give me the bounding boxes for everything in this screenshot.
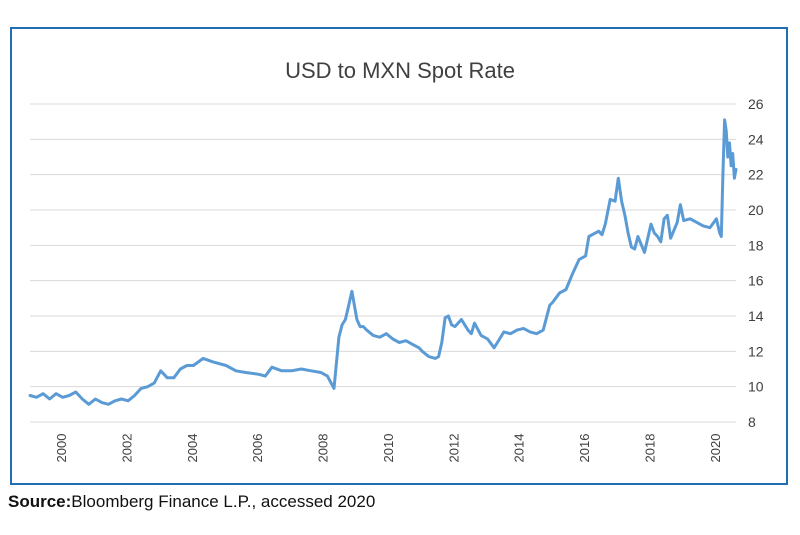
- x-tick-label: 2018: [642, 434, 657, 463]
- x-tick-label: 2014: [512, 434, 527, 463]
- y-tick-label: 10: [748, 379, 764, 395]
- x-tick-label: 2006: [250, 434, 265, 463]
- x-tick-label: 2012: [446, 434, 461, 463]
- y-tick-label: 14: [748, 308, 764, 324]
- source-label: Source:: [8, 492, 72, 511]
- x-tick-label: 2010: [381, 434, 396, 463]
- x-tick-label: 2004: [185, 434, 200, 463]
- y-tick-label: 18: [748, 237, 764, 253]
- y-tick-label: 22: [748, 167, 764, 183]
- y-tick-label: 12: [748, 343, 764, 359]
- x-tick-label: 2000: [54, 434, 69, 463]
- source-text: Bloomberg Finance L.P., accessed 2020: [71, 492, 376, 511]
- x-tick-labels: 2000 2002 2004 2006 2008 2010 2012 2014 2016 2018…: [54, 434, 723, 463]
- series-layer: [28, 118, 738, 406]
- y-tick-label: 20: [748, 202, 764, 218]
- y-tick-labels: 8 10 12 14 16 18 20 22 24 26: [748, 96, 764, 430]
- x-tick-label: 2016: [577, 434, 592, 463]
- source-note: Source:Bloomberg Finance L.P., accessed …: [8, 492, 375, 512]
- chart-frame: [10, 27, 788, 485]
- x-tick-label: 2002: [119, 434, 134, 463]
- y-tick-label: 24: [748, 131, 764, 147]
- series-line-0: [28, 118, 738, 406]
- gridlines: [30, 103, 736, 423]
- chart-title: USD to MXN Spot Rate: [285, 58, 515, 83]
- y-tick-label: 16: [748, 273, 764, 289]
- x-tick-label: 2008: [316, 434, 331, 463]
- y-tick-label: 8: [748, 414, 756, 430]
- x-tick-label: 2020: [708, 434, 723, 463]
- y-tick-label: 26: [748, 96, 764, 112]
